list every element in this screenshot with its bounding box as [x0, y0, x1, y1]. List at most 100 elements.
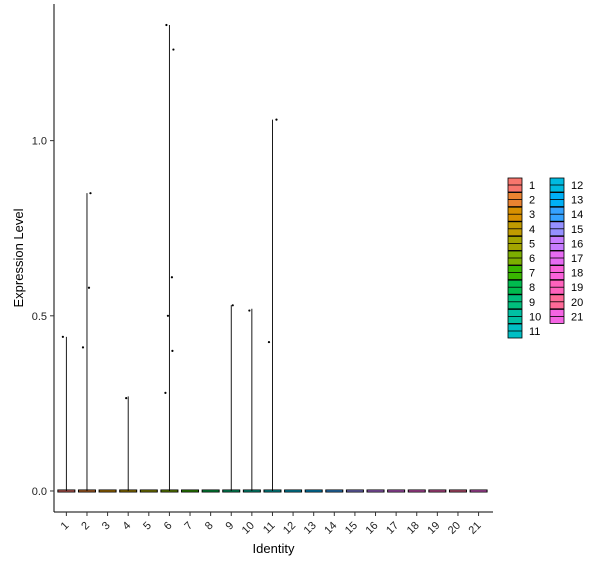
violin-14 [325, 489, 344, 493]
data-point [248, 309, 251, 312]
x-tick-label: 8 [203, 520, 216, 533]
data-point [125, 397, 128, 400]
data-point [81, 346, 85, 349]
legend-item-12: 12 [549, 177, 583, 193]
x-tick-label: 10 [240, 520, 257, 537]
x-tick-label: 9 [224, 520, 237, 533]
violin-base [428, 489, 447, 493]
legend-item-2: 2 [507, 192, 535, 208]
legend-item-17: 17 [549, 250, 583, 266]
violin-17 [387, 489, 406, 493]
x-tick-label: 13 [302, 520, 319, 537]
legend-item-9: 9 [507, 294, 535, 310]
plot-marks [57, 23, 488, 493]
legend-label: 13 [571, 195, 583, 207]
x-tick-label: 17 [384, 520, 401, 537]
y-axis-title: Expression Level [11, 208, 26, 307]
x-tick-label: 14 [322, 520, 339, 537]
x-tick-label: 12 [281, 520, 298, 537]
data-point [166, 314, 170, 317]
legend-label: 18 [571, 268, 583, 280]
violin-9 [222, 305, 241, 493]
violin-12 [284, 489, 303, 493]
legend-item-14: 14 [549, 206, 583, 222]
y-tick-label: 1.0 [32, 136, 47, 148]
violin-4 [119, 396, 138, 493]
data-point [171, 349, 174, 352]
y-tick-label: 0.5 [32, 311, 47, 323]
y-tick-label: 0.0 [32, 486, 47, 498]
legend-item-8: 8 [507, 279, 535, 295]
x-tick-label: 1 [59, 520, 72, 533]
x-axis-ticks: 1 2 3 4 5 6 7 8 9 10 11 12 13 14 15 16 17 18 19 20 21 [59, 512, 484, 537]
legend-label: 9 [529, 297, 535, 309]
legend-item-15: 15 [549, 221, 583, 237]
violin-21 [469, 489, 488, 493]
violin-15 [345, 489, 364, 493]
legend-label: 17 [571, 253, 583, 265]
violin-base [304, 489, 323, 493]
legend-item-4: 4 [507, 221, 535, 237]
data-point [61, 335, 64, 338]
legend-item-1: 1 [507, 177, 535, 193]
data-point [275, 118, 278, 121]
legend-label: 12 [571, 180, 583, 192]
violin-1 [57, 336, 76, 493]
violin-base [366, 489, 385, 493]
violin-base [284, 489, 303, 493]
legend-item-5: 5 [507, 235, 535, 251]
violin-13 [304, 489, 323, 493]
data-point [87, 286, 91, 289]
x-tick-label: 15 [343, 520, 360, 537]
x-tick-label: 7 [182, 520, 195, 533]
violin-base [448, 489, 467, 493]
legend-item-19: 19 [549, 279, 583, 295]
violin-16 [366, 489, 385, 493]
violin-base [387, 489, 406, 493]
legend-label: 15 [571, 224, 583, 236]
violin-6 [160, 25, 179, 493]
data-point [267, 340, 271, 344]
data-point [89, 192, 92, 195]
data-point [165, 23, 168, 27]
violin-base [201, 489, 220, 493]
x-tick-label: 11 [261, 520, 278, 537]
legend-item-6: 6 [507, 250, 535, 266]
y-axis-ticks: 0.0 0.5 1.0 [32, 136, 54, 498]
x-tick-label: 5 [141, 520, 154, 533]
legend-label: 21 [571, 311, 583, 323]
violin-base [345, 489, 364, 493]
x-tick-label: 19 [425, 520, 442, 537]
x-tick-label: 20 [446, 520, 463, 537]
legend-label: 8 [529, 282, 535, 294]
legend-item-7: 7 [507, 265, 535, 281]
legend-label: 16 [571, 238, 583, 250]
x-tick-label: 3 [100, 520, 113, 533]
legend-item-16: 16 [549, 235, 583, 251]
legend-label: 10 [529, 311, 541, 323]
violin-7 [181, 489, 200, 493]
violin-8 [201, 489, 220, 493]
legend-label: 6 [529, 253, 535, 265]
violin-base [139, 489, 158, 493]
x-tick-label: 6 [162, 520, 175, 533]
violin-base [325, 489, 344, 493]
legend-label: 7 [529, 268, 535, 280]
x-tick-label: 2 [79, 520, 92, 533]
x-tick-label: 18 [405, 520, 422, 537]
legend-label: 14 [571, 209, 583, 221]
violin-5 [139, 489, 158, 493]
data-point [172, 48, 175, 51]
violin-3 [98, 489, 117, 493]
violin-base [98, 489, 117, 493]
violin-2 [77, 193, 96, 493]
legend-item-20: 20 [549, 294, 583, 310]
x-tick-label: 21 [467, 520, 484, 537]
data-point [231, 304, 234, 307]
legend-item-10: 10 [507, 308, 541, 324]
violin-base [181, 489, 200, 493]
legend-label: 19 [571, 282, 583, 294]
legend-label: 3 [529, 209, 535, 221]
